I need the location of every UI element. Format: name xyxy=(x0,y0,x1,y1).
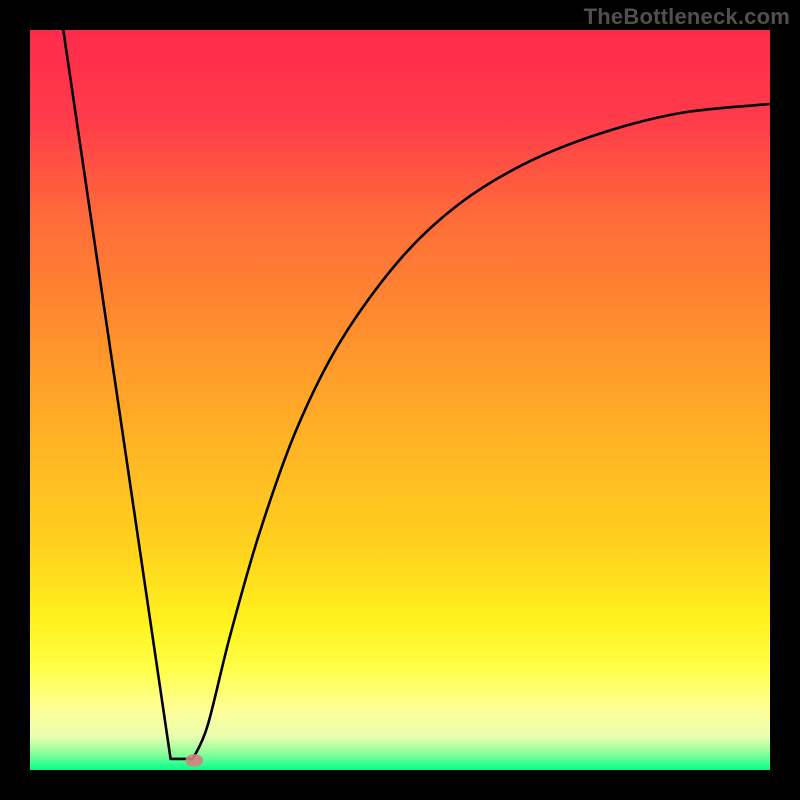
minimum-marker xyxy=(185,754,203,767)
plot-background xyxy=(30,30,770,770)
watermark-text: TheBottleneck.com xyxy=(584,4,790,30)
bottleneck-chart: TheBottleneck.com xyxy=(0,0,800,800)
chart-svg xyxy=(0,0,800,800)
